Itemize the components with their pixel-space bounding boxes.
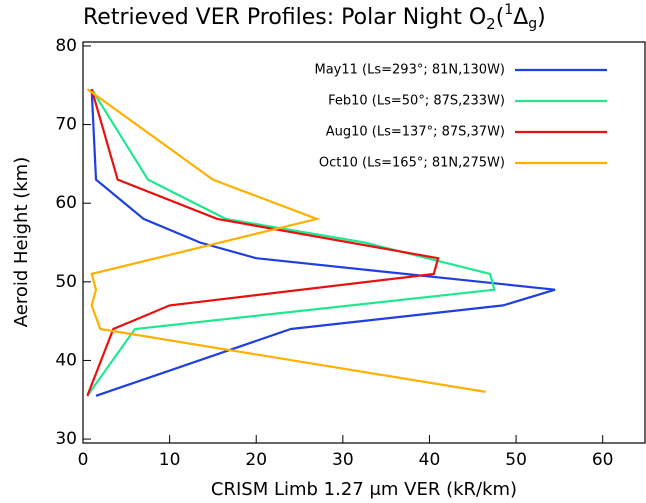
x-tick-label: 40 bbox=[419, 450, 441, 470]
x-tick-label: 20 bbox=[245, 450, 267, 470]
y-tick-label: 40 bbox=[55, 350, 77, 370]
title-sub: 2 bbox=[486, 15, 496, 33]
y-tick-label: 70 bbox=[55, 115, 77, 135]
y-tick-label: 80 bbox=[55, 36, 77, 56]
y-tick-label: 30 bbox=[55, 429, 77, 449]
chart-title: Retrieved VER Profiles: Polar Night O2(1… bbox=[83, 2, 546, 33]
line bbox=[90, 89, 556, 397]
title-part: ) bbox=[537, 5, 546, 30]
y-tick-label: 50 bbox=[55, 272, 77, 292]
x-tick-label: 0 bbox=[78, 450, 89, 470]
legend-label: Oct10 (Ls=165°; 81N,275W) bbox=[319, 156, 505, 171]
title-part: Δ bbox=[513, 5, 528, 30]
x-tick-label: 50 bbox=[505, 450, 527, 470]
title-part: Retrieved VER Profiles: Polar Night O bbox=[83, 5, 486, 30]
line bbox=[86, 88, 496, 397]
x-tick-label: 10 bbox=[159, 450, 181, 470]
line bbox=[86, 88, 486, 393]
y-axis-label: Aeroid Height (km) bbox=[11, 157, 32, 327]
legend-label: May11 (Ls=293°; 81N,130W) bbox=[315, 63, 506, 78]
title-part: ( bbox=[496, 5, 505, 30]
plot-frame bbox=[82, 41, 646, 444]
legend-label: Feb10 (Ls=50°; 87S,233W) bbox=[328, 94, 505, 109]
x-axis-label: CRISM Limb 1.27 μm VER (kR/km) bbox=[211, 479, 517, 500]
legend-label: Aug10 (Ls=137°; 87S,37W) bbox=[326, 125, 505, 140]
line bbox=[86, 88, 440, 397]
x-tick-label: 30 bbox=[332, 450, 354, 470]
title-sup: 1 bbox=[504, 2, 513, 18]
y-tick-label: 60 bbox=[55, 193, 77, 213]
title-sub: g bbox=[528, 16, 537, 32]
x-tick-label: 60 bbox=[592, 450, 614, 470]
